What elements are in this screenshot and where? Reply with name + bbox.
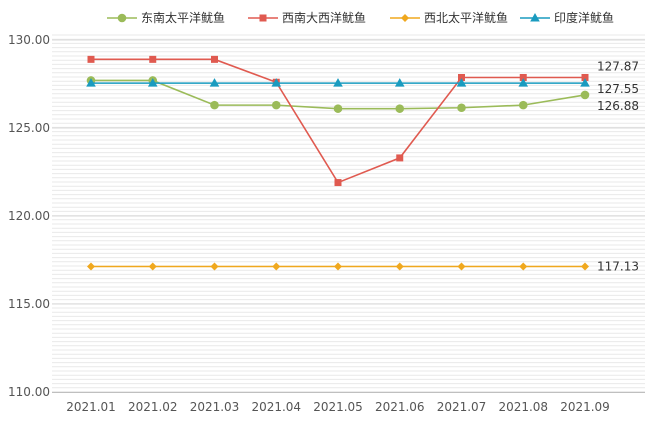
y-tick-label: 110.00 xyxy=(8,385,50,399)
data-point xyxy=(210,100,219,110)
data-point xyxy=(211,55,218,63)
series-2 xyxy=(87,55,589,187)
series-4 xyxy=(86,78,590,87)
data-point xyxy=(456,78,467,87)
data-point xyxy=(519,262,528,271)
data-point xyxy=(581,262,589,271)
legend-label: 印度洋鱿鱼 xyxy=(554,10,614,25)
data-point xyxy=(458,73,465,81)
grid-lines xyxy=(52,34,645,393)
x-tick-label: 2021.08 xyxy=(498,400,548,414)
y-tick-label: 120.00 xyxy=(8,209,50,223)
data-point xyxy=(148,262,157,271)
data-point xyxy=(395,104,405,113)
data-point xyxy=(87,55,95,63)
data-point xyxy=(394,78,405,87)
y-tick-label: 125.00 xyxy=(8,121,50,135)
data-point xyxy=(86,78,96,87)
legend-item: 西南大西洋鱿鱼 xyxy=(248,10,366,25)
end-value-label: 127.87 xyxy=(597,59,639,73)
data-point xyxy=(457,262,466,271)
x-tick-label: 2021.09 xyxy=(560,400,610,414)
data-point xyxy=(333,78,343,87)
legend-item: 印度洋鱿鱼 xyxy=(520,10,614,25)
x-tick-label: 2021.07 xyxy=(437,400,487,414)
x-tick-label: 2021.04 xyxy=(251,400,301,414)
x-tick-label: 2021.03 xyxy=(190,400,240,414)
legend-marker xyxy=(530,13,540,22)
data-point xyxy=(333,104,343,113)
x-tick-label: 2021.06 xyxy=(375,400,425,414)
data-point xyxy=(580,90,590,100)
x-tick-label: 2021.01 xyxy=(66,400,116,414)
legend-label: 东南太平洋鱿鱼 xyxy=(141,10,225,25)
y-tick-label: 130.00 xyxy=(8,33,50,47)
x-tick-label: 2021.02 xyxy=(128,400,178,414)
y-tick-label: 115.00 xyxy=(8,297,50,311)
series-line xyxy=(91,58,585,184)
data-point xyxy=(210,262,219,271)
end-value-label: 126.88 xyxy=(597,99,639,113)
data-point xyxy=(457,103,466,113)
data-point xyxy=(271,78,282,87)
data-point xyxy=(147,78,158,87)
data-point xyxy=(334,262,342,271)
data-point xyxy=(149,55,157,63)
data-point xyxy=(271,100,281,110)
legend-marker xyxy=(401,14,409,22)
x-tick-label: 2021.05 xyxy=(313,400,363,414)
legend-item: 东南太平洋鱿鱼 xyxy=(107,10,225,25)
data-point xyxy=(87,262,95,271)
legend-marker xyxy=(117,13,127,23)
end-value-label: 117.13 xyxy=(597,260,639,274)
series-3 xyxy=(87,262,589,271)
data-point xyxy=(209,78,220,87)
end-value-label: 127.55 xyxy=(597,82,639,96)
end-labels: 126.88 127.87 117.13 127.55 xyxy=(597,59,639,273)
axes: 110.00 115.00 120.00 125.00 130.00 2021.01 202… xyxy=(8,33,645,414)
legend: 东南太平洋鱿鱼 西南大西洋鱿鱼 西北太平洋鱿鱼 印度洋鱿鱼 xyxy=(107,10,614,25)
data-point xyxy=(581,73,589,81)
data-point xyxy=(395,262,404,271)
data-point xyxy=(334,179,342,187)
data-point xyxy=(518,78,529,87)
series xyxy=(86,55,590,271)
data-point xyxy=(518,100,528,110)
data-point xyxy=(519,73,527,81)
legend-label: 西北太平洋鱿鱼 xyxy=(424,10,508,25)
legend-label: 西南大西洋鱿鱼 xyxy=(282,10,366,25)
data-point xyxy=(396,154,404,162)
legend-item: 西北太平洋鱿鱼 xyxy=(390,10,508,25)
legend-marker xyxy=(259,14,267,22)
data-point xyxy=(272,262,281,271)
data-point xyxy=(580,78,590,87)
